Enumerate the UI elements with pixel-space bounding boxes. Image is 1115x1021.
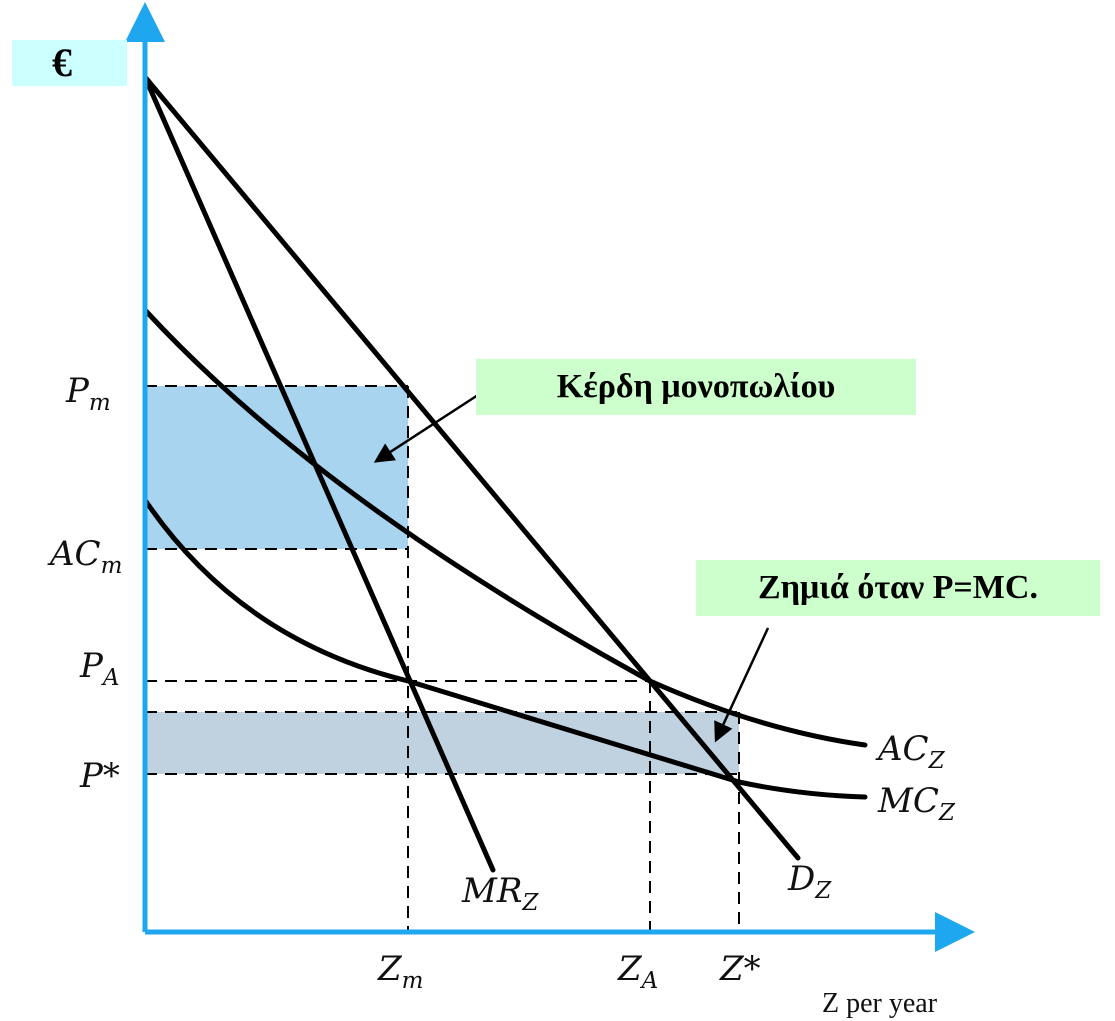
label-zstar: Z* bbox=[719, 949, 761, 989]
currency-label-box bbox=[12, 40, 127, 86]
label-za: ZA bbox=[617, 949, 658, 994]
label-mr: MRZ bbox=[461, 871, 539, 916]
label-mc: MCZ bbox=[877, 781, 956, 826]
currency-label: € bbox=[52, 40, 72, 85]
mc-curve bbox=[142, 497, 868, 800]
ac-curve bbox=[142, 307, 868, 748]
profit-callout-arrow bbox=[373, 393, 479, 463]
label-d: DZ bbox=[787, 859, 832, 904]
label-ac: ACZ bbox=[875, 729, 946, 774]
mr-curve bbox=[142, 74, 496, 873]
monopoly-profit-area bbox=[145, 386, 408, 549]
monopoly-profit-callout: Κέρδη μονοπωλίου bbox=[476, 359, 916, 415]
guide-lines bbox=[145, 385, 740, 932]
label-zm: Zm bbox=[377, 949, 423, 994]
loss-area bbox=[145, 712, 739, 774]
x-axis-title: Z per year bbox=[822, 988, 938, 1019]
label-pm: Pm bbox=[65, 371, 111, 416]
label-pstar: P* bbox=[79, 756, 120, 796]
label-acm: ACm bbox=[47, 534, 122, 579]
loss-callout: Ζημιά όταν P=MC. bbox=[696, 560, 1100, 616]
demand-curve bbox=[142, 74, 801, 861]
label-pa: PA bbox=[79, 646, 120, 691]
loss-callout-arrow bbox=[714, 627, 770, 743]
